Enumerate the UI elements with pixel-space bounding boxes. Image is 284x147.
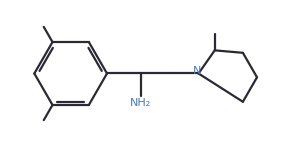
Text: N: N [193,66,201,76]
Text: NH₂: NH₂ [130,98,151,108]
